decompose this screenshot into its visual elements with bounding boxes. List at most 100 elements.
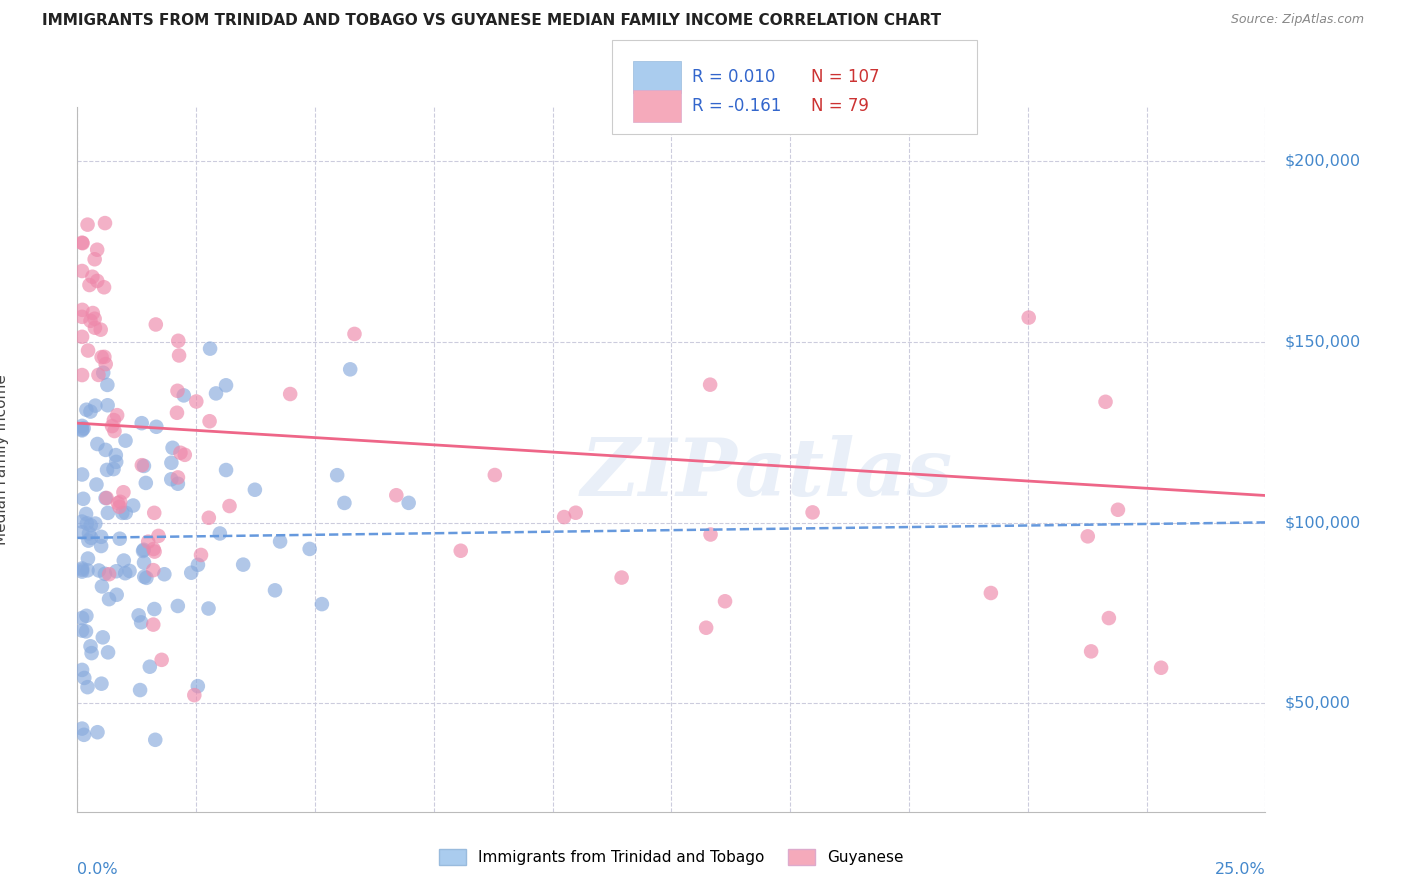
Point: [129, 683, 152, 698]
Point: [94, 566, 117, 581]
Point: [75, 507, 97, 521]
Point: [93, 350, 115, 364]
Point: [70, 722, 93, 736]
Point: [73, 728, 96, 742]
Point: [385, 488, 408, 502]
Point: [114, 434, 136, 448]
Point: [1150, 661, 1173, 675]
Text: 0.0%: 0.0%: [77, 863, 118, 878]
Point: [96, 491, 118, 505]
Point: [98, 592, 121, 607]
Point: [103, 424, 125, 438]
Point: [82, 306, 104, 320]
Point: [278, 387, 301, 401]
Point: [76, 563, 98, 577]
Point: [398, 496, 420, 510]
Point: [190, 548, 212, 562]
Point: [136, 534, 159, 549]
Point: [143, 732, 166, 747]
Point: [610, 571, 633, 585]
Point: [114, 566, 136, 581]
Point: [167, 334, 190, 348]
Point: [143, 544, 166, 558]
Point: [96, 378, 118, 392]
Point: [699, 377, 721, 392]
Point: [197, 601, 219, 615]
Point: [70, 515, 93, 529]
Point: [86, 725, 108, 739]
Point: [79, 314, 101, 328]
Point: [186, 394, 208, 409]
Point: [148, 529, 170, 543]
Point: [70, 368, 93, 382]
Point: [70, 663, 93, 677]
Point: [97, 645, 120, 659]
Point: [153, 567, 176, 582]
Point: [132, 544, 155, 558]
Point: [1080, 644, 1102, 658]
Text: 25.0%: 25.0%: [1215, 863, 1265, 878]
Point: [132, 542, 155, 557]
Point: [70, 561, 93, 575]
Point: [198, 342, 221, 356]
Point: [70, 525, 93, 540]
Point: [135, 475, 157, 490]
Point: [112, 485, 135, 500]
Point: [111, 506, 134, 520]
Point: [79, 278, 101, 293]
Point: [298, 541, 321, 556]
Point: [72, 491, 94, 506]
Point: [142, 541, 165, 556]
Point: [70, 235, 93, 250]
Point: [166, 384, 188, 398]
Point: [173, 448, 195, 462]
Point: [87, 368, 110, 382]
Point: [339, 362, 361, 376]
Point: [108, 495, 131, 509]
Point: [105, 588, 128, 602]
Point: [143, 506, 166, 520]
Point: [70, 423, 93, 437]
Point: [70, 624, 93, 638]
Point: [80, 531, 103, 545]
Text: IMMIGRANTS FROM TRINIDAD AND TOBAGO VS GUYANESE MEDIAN FAMILY INCOME CORRELATION: IMMIGRANTS FROM TRINIDAD AND TOBAGO VS G…: [42, 13, 941, 29]
Point: [97, 398, 120, 412]
Point: [243, 483, 266, 497]
Point: [269, 534, 291, 549]
Point: [160, 456, 183, 470]
Point: [167, 476, 190, 491]
Text: $150,000: $150,000: [1285, 334, 1361, 350]
Point: [131, 458, 153, 472]
Point: [145, 318, 167, 332]
Legend: Immigrants from Trinidad and Tobago, Guyanese: Immigrants from Trinidad and Tobago, Guy…: [433, 843, 910, 871]
Point: [187, 679, 209, 693]
Point: [714, 594, 737, 608]
Point: [264, 583, 287, 598]
Point: [343, 326, 366, 341]
Point: [167, 349, 190, 363]
Point: [205, 386, 228, 401]
Point: [553, 510, 575, 524]
Text: Median Family Income: Median Family Income: [0, 374, 8, 545]
Point: [76, 680, 98, 694]
Point: [1107, 502, 1129, 516]
Point: [1094, 394, 1116, 409]
Point: [73, 671, 96, 685]
Point: [167, 470, 190, 484]
Point: [86, 243, 108, 257]
Point: [90, 530, 112, 544]
Point: [173, 388, 195, 402]
Point: [90, 323, 112, 337]
Point: [70, 565, 93, 579]
Point: [129, 615, 152, 630]
Point: [215, 378, 238, 392]
Point: [142, 563, 165, 577]
Point: [94, 357, 117, 371]
Point: [83, 311, 105, 326]
Point: [801, 505, 824, 519]
Point: [91, 366, 114, 380]
Point: [84, 399, 107, 413]
Point: [1077, 529, 1099, 543]
Point: [90, 539, 112, 553]
Point: [94, 491, 117, 505]
